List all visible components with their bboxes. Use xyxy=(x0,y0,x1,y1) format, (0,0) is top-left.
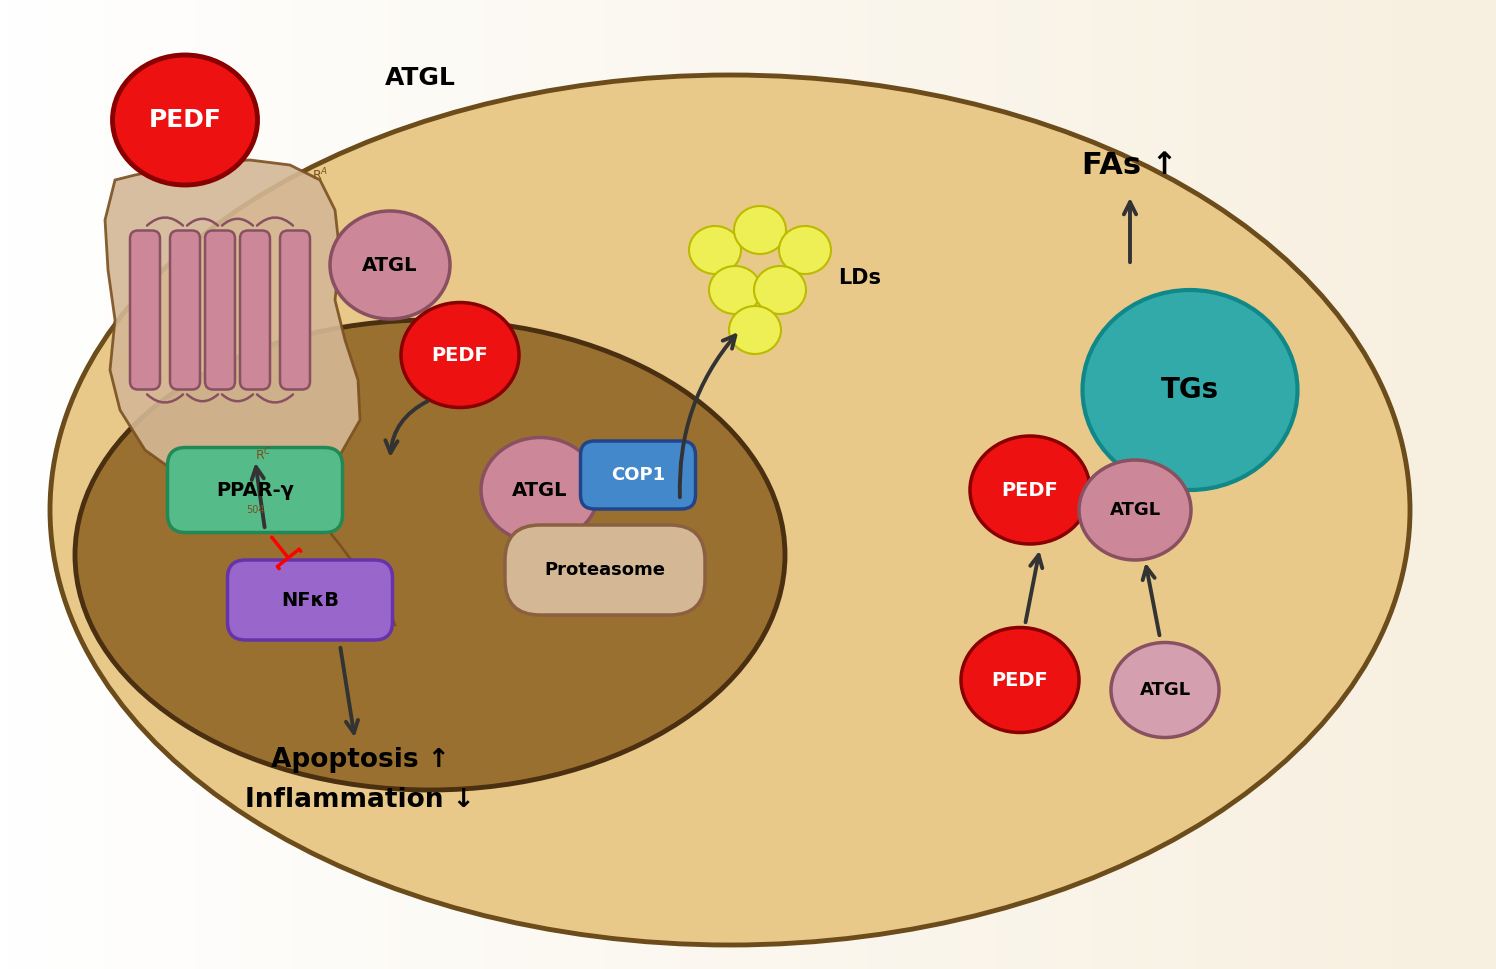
Ellipse shape xyxy=(112,55,257,185)
FancyBboxPatch shape xyxy=(171,231,200,390)
FancyBboxPatch shape xyxy=(130,231,160,390)
Text: LDs: LDs xyxy=(838,268,881,288)
Ellipse shape xyxy=(1083,290,1297,490)
Ellipse shape xyxy=(690,226,741,274)
Text: ATGL: ATGL xyxy=(512,481,568,499)
Text: PEDF: PEDF xyxy=(992,671,1049,690)
Text: PEDF: PEDF xyxy=(432,346,488,364)
FancyBboxPatch shape xyxy=(227,560,392,640)
FancyBboxPatch shape xyxy=(506,525,705,615)
Text: C: C xyxy=(247,485,254,495)
FancyBboxPatch shape xyxy=(239,231,269,390)
Ellipse shape xyxy=(49,75,1411,945)
Ellipse shape xyxy=(401,302,519,408)
Text: PPAR-γ: PPAR-γ xyxy=(215,481,293,499)
Text: ATGL: ATGL xyxy=(384,66,455,90)
Text: ATGL: ATGL xyxy=(362,256,417,274)
Ellipse shape xyxy=(1112,642,1219,737)
FancyBboxPatch shape xyxy=(280,231,310,390)
Text: TGs: TGs xyxy=(1161,376,1219,404)
FancyBboxPatch shape xyxy=(168,448,343,533)
Ellipse shape xyxy=(969,436,1091,544)
Text: Inflammation ↓: Inflammation ↓ xyxy=(245,787,474,813)
Text: 504: 504 xyxy=(245,505,265,515)
Text: NFκB: NFκB xyxy=(281,590,340,610)
FancyBboxPatch shape xyxy=(580,441,696,509)
Ellipse shape xyxy=(779,226,830,274)
Text: R$^C$: R$^C$ xyxy=(254,447,271,463)
Text: ATGL: ATGL xyxy=(1110,501,1161,519)
Ellipse shape xyxy=(960,628,1079,733)
Text: Proteasome: Proteasome xyxy=(545,561,666,579)
Ellipse shape xyxy=(75,320,785,790)
Ellipse shape xyxy=(709,266,761,314)
Ellipse shape xyxy=(331,211,450,319)
Ellipse shape xyxy=(482,437,598,543)
Text: PEDF: PEDF xyxy=(1002,481,1058,499)
Text: Apoptosis ↑: Apoptosis ↑ xyxy=(271,747,449,773)
Ellipse shape xyxy=(1079,460,1191,560)
Ellipse shape xyxy=(729,306,781,354)
Ellipse shape xyxy=(735,206,785,254)
FancyBboxPatch shape xyxy=(205,231,235,390)
Ellipse shape xyxy=(754,266,806,314)
Polygon shape xyxy=(105,160,361,490)
Text: PEDF: PEDF xyxy=(148,108,221,132)
Text: ATGL: ATGL xyxy=(1140,681,1191,699)
Text: R$^A$: R$^A$ xyxy=(311,167,328,183)
Text: COP1: COP1 xyxy=(610,466,666,484)
Text: FAs ↑: FAs ↑ xyxy=(1083,150,1177,179)
